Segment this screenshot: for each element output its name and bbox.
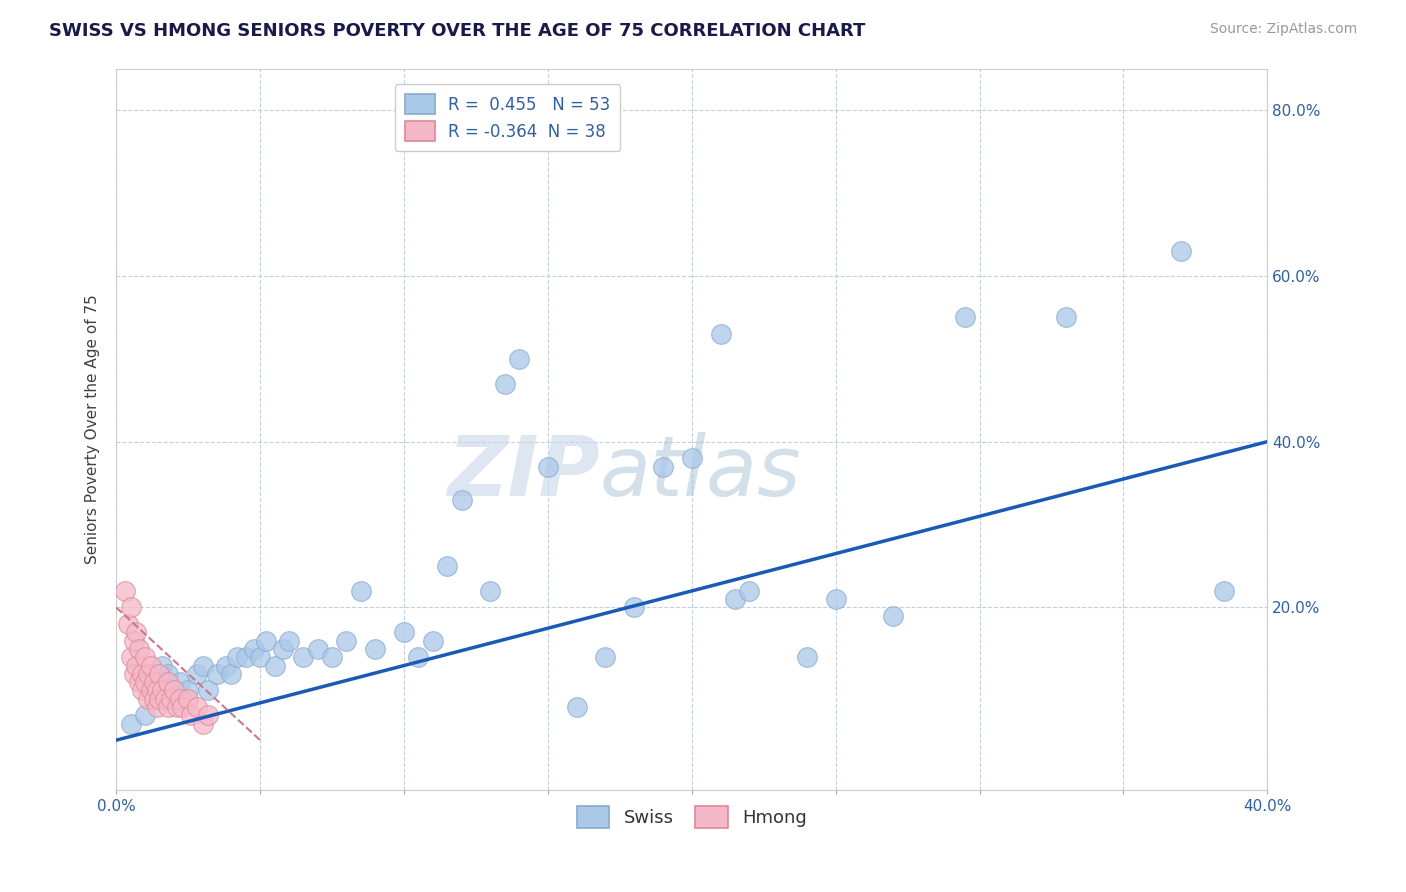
Point xyxy=(169,691,191,706)
Point xyxy=(142,691,165,706)
Point xyxy=(277,633,299,648)
Point xyxy=(350,583,373,598)
Point xyxy=(197,708,219,723)
Point xyxy=(142,675,165,690)
Point xyxy=(738,583,761,598)
Point xyxy=(508,351,530,366)
Point xyxy=(335,633,357,648)
Point xyxy=(120,600,142,615)
Point xyxy=(148,691,170,706)
Point xyxy=(537,459,560,474)
Point xyxy=(953,310,976,325)
Point xyxy=(436,559,458,574)
Point xyxy=(226,650,249,665)
Point xyxy=(1170,244,1192,258)
Point xyxy=(169,675,191,690)
Point xyxy=(136,666,159,681)
Point xyxy=(205,666,228,681)
Point xyxy=(408,650,430,665)
Point xyxy=(221,666,243,681)
Point xyxy=(177,683,200,698)
Point xyxy=(271,642,294,657)
Point xyxy=(131,683,153,698)
Point xyxy=(595,650,617,665)
Point xyxy=(172,700,194,714)
Text: ZIP: ZIP xyxy=(447,432,600,513)
Point xyxy=(157,666,180,681)
Point xyxy=(125,658,148,673)
Point xyxy=(652,459,675,474)
Point xyxy=(153,691,176,706)
Point xyxy=(243,642,266,657)
Point xyxy=(1213,583,1236,598)
Point xyxy=(157,675,180,690)
Point xyxy=(450,492,472,507)
Point xyxy=(160,691,183,706)
Point xyxy=(191,716,214,731)
Point xyxy=(150,658,173,673)
Point xyxy=(136,691,159,706)
Point xyxy=(125,625,148,640)
Legend: Swiss, Hmong: Swiss, Hmong xyxy=(569,798,814,835)
Point xyxy=(166,700,188,714)
Point xyxy=(128,642,150,657)
Point xyxy=(177,691,200,706)
Point xyxy=(128,675,150,690)
Point xyxy=(235,650,257,665)
Point xyxy=(249,650,271,665)
Point xyxy=(479,583,502,598)
Point xyxy=(148,691,170,706)
Point xyxy=(122,666,145,681)
Point xyxy=(142,683,165,698)
Point xyxy=(197,683,219,698)
Point xyxy=(882,608,904,623)
Point xyxy=(139,658,162,673)
Point xyxy=(134,650,156,665)
Text: atlas: atlas xyxy=(600,432,801,513)
Point xyxy=(120,716,142,731)
Point xyxy=(422,633,444,648)
Point xyxy=(724,592,747,607)
Point xyxy=(214,658,236,673)
Point xyxy=(710,326,733,341)
Point xyxy=(321,650,343,665)
Point xyxy=(180,708,202,723)
Point xyxy=(681,451,703,466)
Point xyxy=(307,642,329,657)
Point xyxy=(392,625,415,640)
Point xyxy=(292,650,315,665)
Text: Source: ZipAtlas.com: Source: ZipAtlas.com xyxy=(1209,22,1357,37)
Point xyxy=(150,683,173,698)
Point xyxy=(139,683,162,698)
Y-axis label: Seniors Poverty Over the Age of 75: Seniors Poverty Over the Age of 75 xyxy=(86,294,100,564)
Point xyxy=(145,700,167,714)
Point xyxy=(134,708,156,723)
Point xyxy=(122,633,145,648)
Point xyxy=(148,666,170,681)
Point xyxy=(120,650,142,665)
Point xyxy=(145,683,167,698)
Point xyxy=(186,700,208,714)
Point xyxy=(254,633,277,648)
Text: SWISS VS HMONG SENIORS POVERTY OVER THE AGE OF 75 CORRELATION CHART: SWISS VS HMONG SENIORS POVERTY OVER THE … xyxy=(49,22,866,40)
Point xyxy=(157,700,180,714)
Point xyxy=(134,675,156,690)
Point xyxy=(824,592,846,607)
Point xyxy=(114,583,136,598)
Point xyxy=(623,600,645,615)
Point xyxy=(1054,310,1077,325)
Point xyxy=(263,658,285,673)
Point xyxy=(796,650,818,665)
Point xyxy=(163,683,186,698)
Point xyxy=(494,376,516,391)
Point xyxy=(565,700,588,714)
Point xyxy=(163,683,186,698)
Point xyxy=(191,658,214,673)
Point xyxy=(364,642,387,657)
Point xyxy=(186,666,208,681)
Point xyxy=(131,666,153,681)
Point xyxy=(117,617,139,632)
